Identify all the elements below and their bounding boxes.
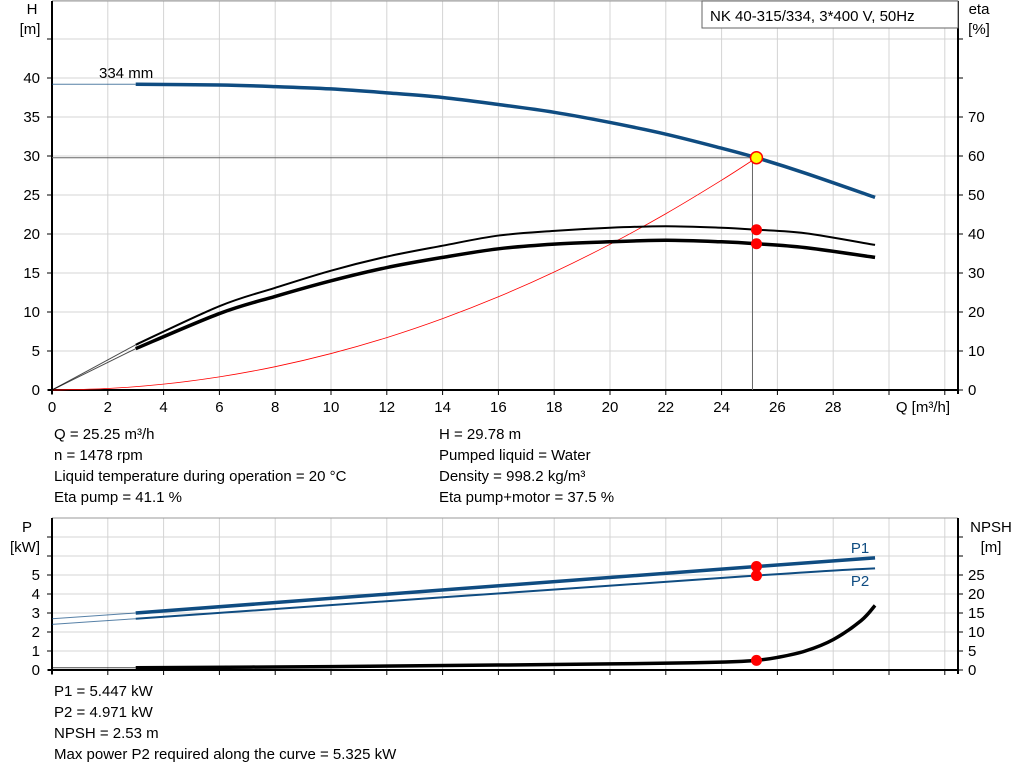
- bottom-y2-tick-label: 25: [968, 567, 985, 584]
- info-liquid: Pumped liquid = Water: [439, 447, 591, 464]
- eta-axis-label: eta: [969, 1, 991, 18]
- top-y-tick-label: 15: [23, 265, 40, 282]
- top-x-tick-label: 0: [48, 399, 56, 416]
- bottom-y-tick-label: 0: [32, 662, 40, 679]
- q-axis-label: Q [m³/h]: [896, 399, 950, 416]
- info-head: H = 29.78 m: [439, 426, 522, 443]
- top-x-tick-label: 14: [434, 399, 451, 416]
- top-y-tick-label: 40: [23, 70, 40, 87]
- top-y-tick-label: 0: [32, 382, 40, 399]
- p1-curve-extension: [51, 612, 136, 620]
- p2-label: P2: [851, 573, 869, 590]
- top-x-tick-label: 24: [713, 399, 730, 416]
- top-y2-tick-label: 30: [968, 265, 985, 282]
- top-y-tick-label: 35: [23, 109, 40, 126]
- h-axis-unit: [m]: [20, 21, 41, 38]
- info-bottom: P1 = 5.447 kW P2 = 4.971 kW NPSH = 2.53 …: [54, 681, 396, 765]
- system-curve: [51, 157, 757, 391]
- top-x-tick-label: 10: [323, 399, 340, 416]
- top-y2-tick-label: 40: [968, 226, 985, 243]
- top-y2-tick-label: 60: [968, 148, 985, 165]
- bottom-y2-tick-label: 5: [968, 643, 976, 660]
- eta-pump-motor-curve: [135, 238, 876, 351]
- top-x-tick-label: 4: [159, 399, 167, 416]
- duty-point-marker: [749, 150, 764, 165]
- info-density: Density = 998.2 kg/m³: [439, 468, 586, 485]
- bottom-y2-tick-label: 15: [968, 605, 985, 622]
- bottom-y-tick-label: 5: [32, 567, 40, 584]
- info-p2: P2 = 4.971 kW: [54, 704, 153, 721]
- eta-pump-duty-marker: [750, 224, 762, 236]
- info-p1: P1 = 5.447 kW: [54, 683, 153, 700]
- npsh-duty-marker: [750, 654, 762, 666]
- top-x-tick-label: 18: [546, 399, 563, 416]
- top-x-tick-label: 2: [104, 399, 112, 416]
- top-x-tick-label: 8: [271, 399, 279, 416]
- top-y-tick-label: 20: [23, 226, 40, 243]
- top-y-tick-label: 10: [23, 304, 40, 321]
- top-x-tick-label: 22: [657, 399, 674, 416]
- bottom-y2-tick-label: 10: [968, 624, 985, 641]
- p2-duty-marker: [750, 570, 762, 582]
- info-liquid-temp: Liquid temperature during operation = 20…: [54, 468, 347, 485]
- info-max-power: Max power P2 required along the curve = …: [54, 746, 397, 763]
- p2-curve-extension: [51, 618, 136, 625]
- bottom-y-tick-label: 3: [32, 605, 40, 622]
- bottom-y2-tick-label: 20: [968, 586, 985, 603]
- info-eta-pump: Eta pump = 41.1 %: [54, 489, 182, 506]
- top-x-tick-label: 6: [215, 399, 223, 416]
- eta-axis-unit: [%]: [968, 21, 990, 38]
- bottom-y-tick-label: 2: [32, 624, 40, 641]
- top-x-tick-label: 16: [490, 399, 507, 416]
- eta-pump-motor-duty-marker: [750, 238, 762, 250]
- top-y2-tick-label: 0: [968, 382, 976, 399]
- p-axis-unit: [kW]: [10, 539, 40, 556]
- impeller-diameter-label: 334 mm: [99, 65, 153, 82]
- top-y2-tick-label: 50: [968, 187, 985, 204]
- info-speed: n = 1478 rpm: [54, 447, 143, 464]
- top-x-tick-label: 20: [602, 399, 619, 416]
- p1-label: P1: [851, 540, 869, 557]
- p-axis-label: P: [22, 519, 32, 536]
- info-npsh: NPSH = 2.53 m: [54, 725, 159, 742]
- bottom-y-tick-label: 4: [32, 586, 40, 603]
- top-x-tick-label: 28: [825, 399, 842, 416]
- p1-curve: [135, 556, 876, 615]
- top-y-tick-label: 5: [32, 343, 40, 360]
- info-eta-pump-motor: Eta pump+motor = 37.5 %: [439, 489, 615, 506]
- info-top-left: Q = 25.25 m³/h n = 1478 rpm Liquid tempe…: [54, 424, 346, 508]
- eta-pump-curve-extension: [51, 344, 136, 391]
- head-curve: [135, 82, 876, 199]
- p1-duty-marker: [750, 561, 762, 573]
- chart-title: NK 40-315/334, 3*400 V, 50Hz: [710, 8, 915, 25]
- top-x-tick-label: 12: [378, 399, 395, 416]
- top-y2-tick-label: 10: [968, 343, 985, 360]
- top-y2-tick-label: 70: [968, 109, 985, 126]
- npsh-axis-unit: [m]: [981, 539, 1002, 556]
- bottom-y-tick-label: 1: [32, 643, 40, 660]
- eta-pump-motor-curve-extension: [51, 348, 136, 391]
- bottom-y2-tick-label: 0: [968, 662, 976, 679]
- top-y2-tick-label: 20: [968, 304, 985, 321]
- info-flow: Q = 25.25 m³/h: [54, 426, 155, 443]
- top-y-tick-label: 30: [23, 148, 40, 165]
- info-top-right: H = 29.78 m Pumped liquid = Water Densit…: [439, 424, 614, 508]
- top-y-tick-label: 25: [23, 187, 40, 204]
- p2-curve: [135, 567, 876, 620]
- h-axis-label: H: [27, 1, 38, 18]
- title-box: [701, 0, 959, 29]
- npsh-axis-label: NPSH: [970, 519, 1012, 536]
- npsh-curve: [135, 604, 877, 670]
- top-x-tick-label: 26: [769, 399, 786, 416]
